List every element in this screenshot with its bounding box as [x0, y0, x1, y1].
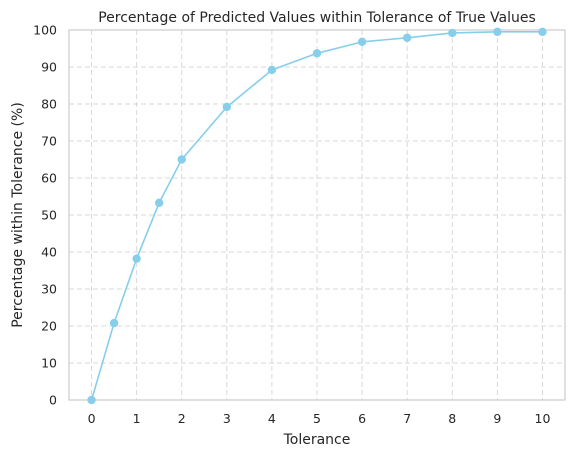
- y-tick-label: 40: [41, 245, 57, 260]
- data-point: [222, 102, 232, 112]
- data-point: [493, 27, 502, 37]
- data-point: [402, 33, 412, 42]
- data-point: [357, 37, 367, 47]
- x-tick-label: 4: [268, 411, 276, 426]
- y-axis-label: Percentage within Tolerance (%): [10, 102, 26, 328]
- data-point: [312, 49, 322, 58]
- chart-title: Percentage of Predicted Values within To…: [98, 10, 536, 26]
- y-tick-label: 70: [41, 134, 57, 149]
- data-point: [177, 155, 186, 164]
- y-tick-label: 10: [41, 356, 57, 371]
- y-tick-label: 30: [41, 282, 57, 297]
- plot-frame: [68, 29, 566, 401]
- x-tick-label: 10: [535, 411, 551, 426]
- y-tick-label: 80: [41, 97, 57, 112]
- data-point: [87, 395, 96, 405]
- x-tick-label: 6: [358, 411, 366, 426]
- x-tick-label: 5: [313, 411, 321, 426]
- x-tick-label: 3: [223, 411, 231, 426]
- x-axis-label: Tolerance: [283, 432, 351, 448]
- data-point: [154, 198, 164, 207]
- x-tick-label: 9: [493, 411, 501, 426]
- y-tick-label: 0: [49, 393, 57, 408]
- x-tick-label: 1: [133, 411, 141, 426]
- data-point: [132, 254, 141, 263]
- data-point: [109, 318, 119, 328]
- series: [87, 27, 547, 405]
- y-tick-label: 60: [41, 171, 57, 186]
- y-tick-label: 100: [33, 23, 57, 38]
- data-point: [448, 28, 457, 38]
- x-tick-label: 0: [88, 411, 96, 426]
- data-point: [538, 27, 547, 37]
- x-tick-label: 2: [178, 411, 186, 426]
- y-tick-label: 50: [41, 208, 57, 223]
- y-tick-label: 20: [41, 319, 57, 334]
- data-point: [267, 65, 277, 75]
- y-tick-label: 90: [41, 60, 57, 75]
- x-tick-label: 8: [448, 411, 456, 426]
- x-tick-label: 7: [403, 411, 411, 426]
